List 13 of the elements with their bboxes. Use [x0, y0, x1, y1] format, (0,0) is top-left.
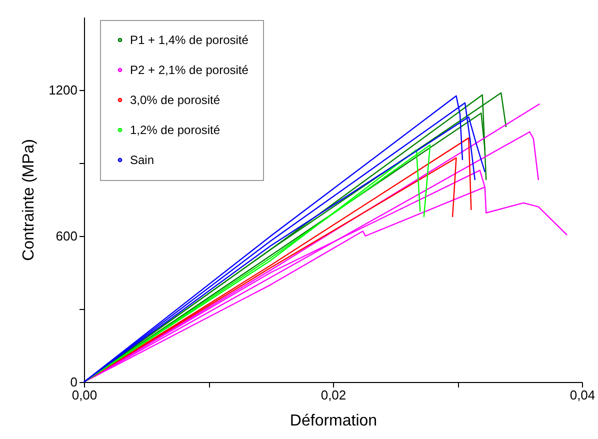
- x-tick-label: 0,02: [320, 388, 346, 402]
- x-tick-label: 0,04: [570, 388, 596, 402]
- y-tick-label: 600: [56, 228, 78, 244]
- legend-label: 1,2% de porosité: [130, 123, 220, 137]
- y-tick-label: 1200: [48, 82, 78, 98]
- y-tick-label: 0: [70, 374, 78, 390]
- y-axis-title: Contrainte (MPa): [20, 139, 38, 261]
- x-axis-title: Déformation: [290, 412, 378, 430]
- legend-label: P1 + 1,4% de porosité: [130, 33, 249, 47]
- legend-label: P2 + 2,1% de porosité: [130, 63, 249, 77]
- legend-label: Sain: [130, 153, 154, 167]
- x-tick-label: 0,00: [72, 388, 98, 402]
- legend-label: 3,0% de porosité: [130, 93, 220, 107]
